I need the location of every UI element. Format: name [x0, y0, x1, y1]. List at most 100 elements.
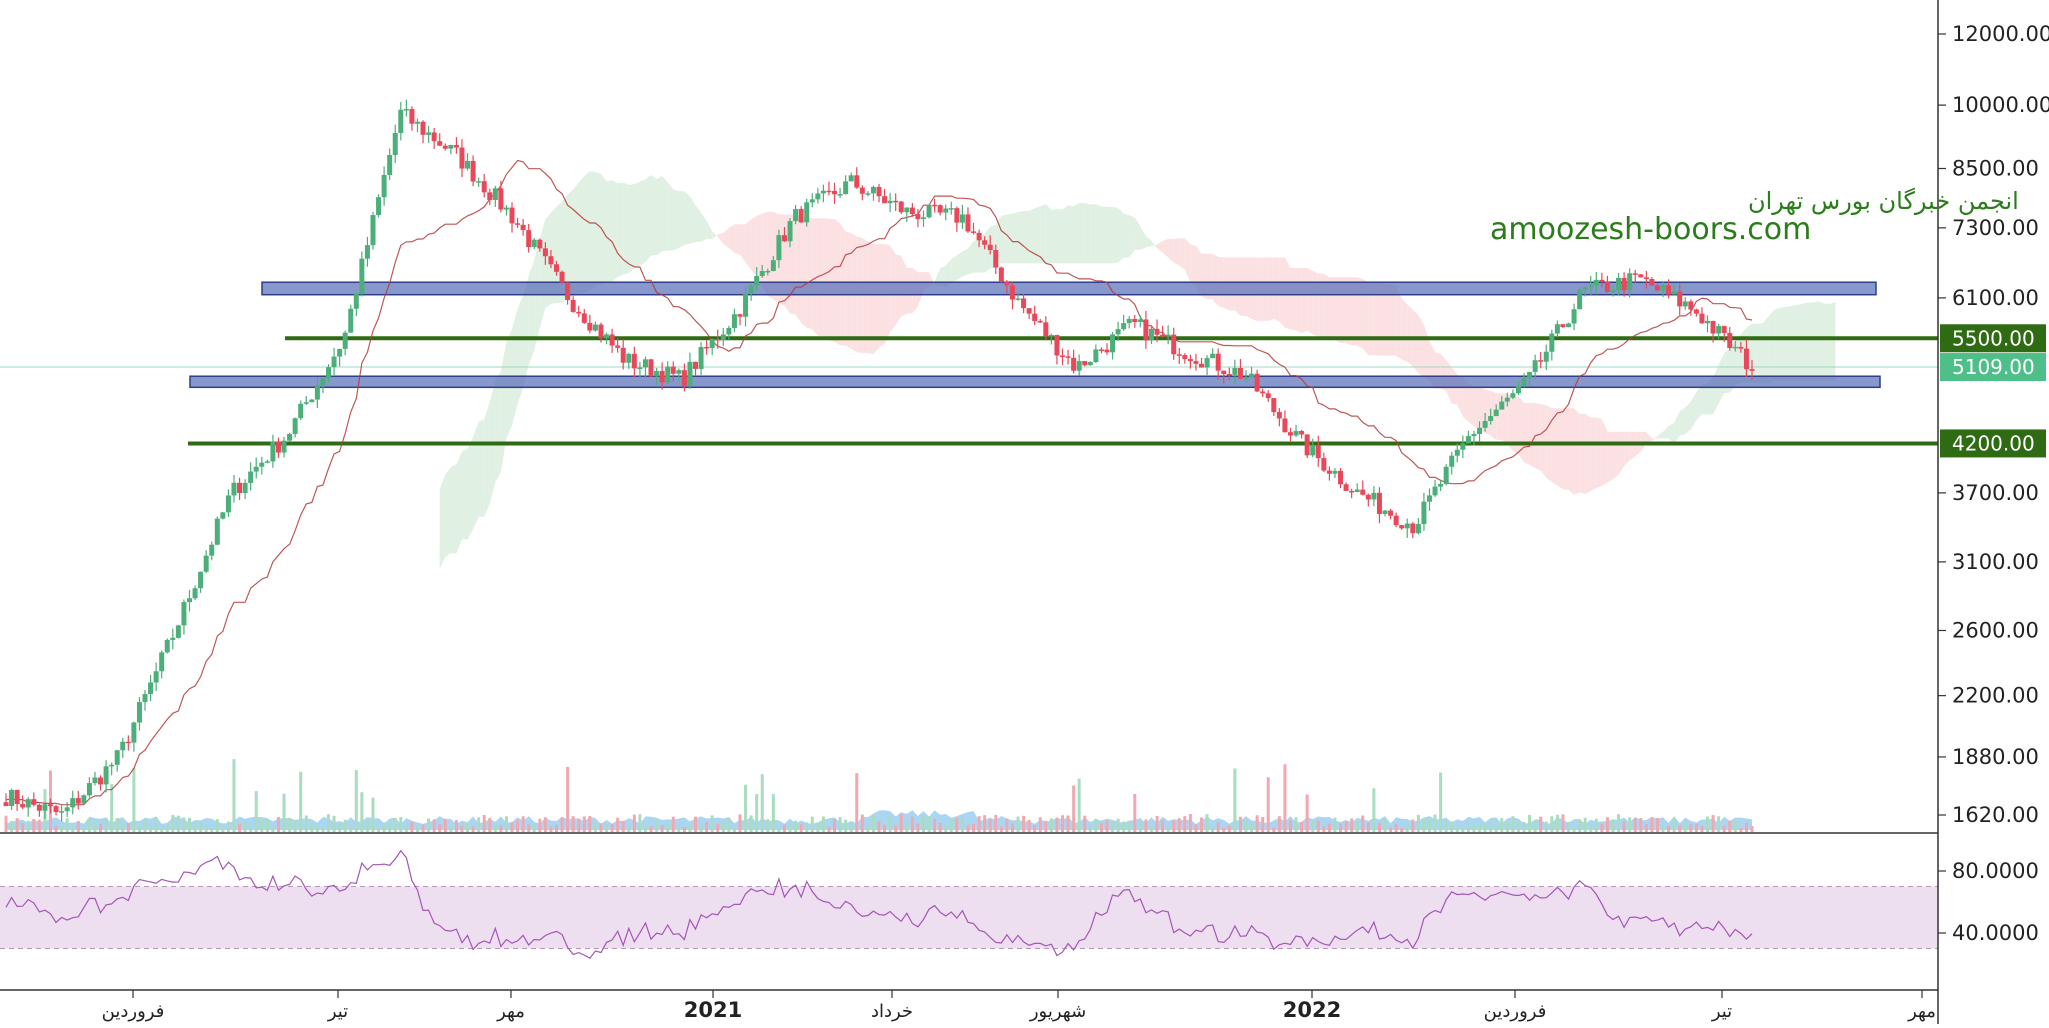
volume-bar — [1522, 821, 1526, 832]
cloud-bull-segment — [1802, 302, 1808, 381]
candle — [148, 674, 154, 702]
cloud-bear-segment — [828, 218, 835, 342]
candle — [731, 308, 737, 333]
volume-bar — [1733, 821, 1737, 832]
volume-bar — [60, 826, 64, 832]
cloud-bear-segment — [1212, 253, 1219, 307]
candle — [1304, 434, 1310, 459]
volume-bar — [488, 817, 492, 832]
volume-bar — [193, 823, 197, 832]
volume-bar — [1149, 826, 1153, 832]
volume-bar — [1222, 827, 1226, 832]
cloud-bull-segment — [1045, 204, 1052, 264]
candle — [637, 361, 643, 378]
volume-bar — [238, 824, 242, 832]
candle — [1660, 280, 1666, 298]
candle-body — [481, 181, 487, 193]
candle-body — [776, 235, 782, 261]
candle-body — [209, 544, 215, 556]
candle-body — [453, 144, 459, 148]
candle — [98, 775, 104, 791]
volume-bar — [694, 816, 698, 832]
candle — [1338, 467, 1344, 489]
volume-bar — [1027, 819, 1031, 832]
volume-bar — [438, 824, 442, 832]
candle-body — [320, 378, 326, 386]
candle — [665, 361, 671, 385]
volume-bar — [527, 824, 531, 832]
candle-body — [926, 204, 932, 218]
candle — [1210, 348, 1216, 359]
candle — [848, 172, 854, 182]
cloud-bear-segment — [1412, 309, 1419, 374]
candle — [615, 337, 621, 353]
volume-bar — [921, 816, 925, 832]
cloud-bull-segment — [1151, 240, 1158, 249]
cloud-bull-segment — [645, 174, 652, 263]
candle — [1004, 280, 1010, 294]
cloud-bear-segment — [1624, 431, 1630, 467]
candle — [103, 760, 109, 793]
volume-bar — [332, 815, 336, 832]
candle — [1326, 466, 1332, 481]
volume-bar — [121, 822, 125, 832]
volume-bar — [1339, 823, 1343, 832]
candle-body — [520, 224, 526, 231]
candle — [248, 462, 254, 491]
cloud-bear-segment — [1529, 402, 1536, 468]
price-tick-label: 1620.00 — [1952, 803, 2039, 827]
candle — [1549, 329, 1555, 361]
volume-bar — [1344, 821, 1348, 832]
candle — [359, 251, 365, 297]
cloud-bull-segment — [612, 180, 618, 282]
candle-body — [1037, 320, 1043, 323]
candle — [387, 148, 393, 180]
candle — [1148, 324, 1154, 345]
cloud-bear-segment — [801, 216, 807, 328]
cloud-bear-segment — [717, 233, 724, 244]
candle-body — [1621, 277, 1627, 291]
cloud-bull-segment — [1140, 226, 1146, 250]
candle — [515, 217, 521, 228]
candle — [1477, 421, 1483, 442]
cloud-bear-segment — [1184, 238, 1191, 283]
volume-bar — [805, 822, 809, 832]
candle-body — [326, 367, 332, 379]
rsi-tick-label: 40.0000 — [1952, 921, 2039, 945]
candle — [943, 204, 949, 221]
volume-bar — [1667, 825, 1671, 832]
volume-bar — [1411, 819, 1415, 832]
candle — [693, 361, 699, 377]
volume-bar — [1177, 818, 1181, 832]
candle-body — [1338, 470, 1344, 485]
volume-bar — [1288, 819, 1292, 832]
time-axis: فروردین تیر مهر 2021 خرداد شهریور 2022 فروردین ت… — [102, 990, 1936, 1022]
candle — [959, 204, 965, 229]
candle-body — [637, 367, 643, 370]
candle-body — [1404, 523, 1410, 529]
volume-ma-area — [6, 810, 1752, 830]
candle — [320, 377, 326, 393]
candle-body — [1304, 434, 1310, 456]
candle — [381, 166, 387, 206]
candle — [1432, 479, 1438, 497]
candle-body — [687, 361, 693, 386]
candle-body — [1577, 289, 1583, 310]
candle-body — [337, 348, 343, 357]
volume-bar — [1049, 818, 1053, 832]
cloud-bear-segment — [1568, 408, 1575, 495]
candle — [348, 304, 354, 333]
candle-body — [820, 190, 826, 194]
candle-body — [587, 322, 593, 331]
volume-bar — [1155, 815, 1159, 832]
candle — [642, 356, 648, 378]
candle — [1749, 359, 1755, 380]
volume-bar — [738, 814, 742, 832]
candle — [1426, 488, 1432, 511]
candle-body — [387, 155, 393, 175]
candle — [1121, 314, 1127, 331]
volume-bar — [655, 818, 659, 832]
candle-body — [1015, 298, 1021, 300]
